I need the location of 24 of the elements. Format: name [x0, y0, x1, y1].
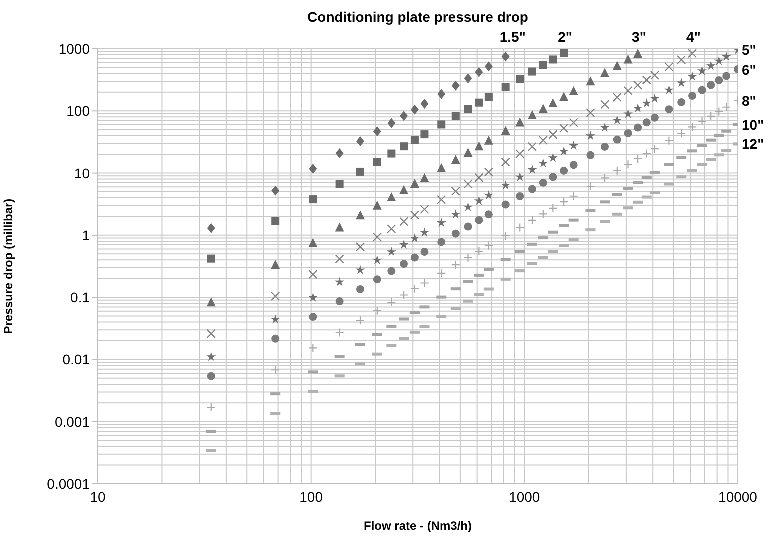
series-label: 8" — [742, 92, 756, 109]
y-tick-label: 0.0001 — [47, 476, 90, 492]
y-tick-label: 100 — [66, 103, 90, 120]
series-label: 2" — [558, 29, 572, 45]
y-tick-label: 0.01 — [62, 352, 90, 368]
series-label: 4" — [686, 29, 701, 45]
series-label: 3" — [632, 29, 646, 45]
x-axis-title: Flow rate - (Nm3/h) — [364, 519, 472, 533]
y-tick-label: 10 — [74, 165, 90, 182]
x-tick-label: 1000 — [509, 488, 540, 505]
y-tick-label: 0.001 — [54, 414, 90, 430]
series-label: 1.5" — [500, 29, 526, 45]
chart-title: Conditioning plate pressure drop — [306, 9, 530, 25]
series-label: 12" — [742, 136, 764, 152]
x-tick-label: 100 — [300, 488, 324, 505]
series-label: 10" — [742, 116, 764, 133]
series-label: 5" — [742, 42, 756, 58]
x-tick-label: 10 — [90, 488, 106, 505]
y-tick-label: 1000 — [58, 40, 90, 57]
series-label: 6" — [742, 62, 756, 78]
y-tick-label: 0.1 — [70, 290, 90, 306]
x-tick-label: 10000 — [718, 488, 758, 505]
y-axis-title: Pressure drop (millibar) — [1, 198, 16, 334]
y-tick-label: 1 — [82, 227, 90, 244]
